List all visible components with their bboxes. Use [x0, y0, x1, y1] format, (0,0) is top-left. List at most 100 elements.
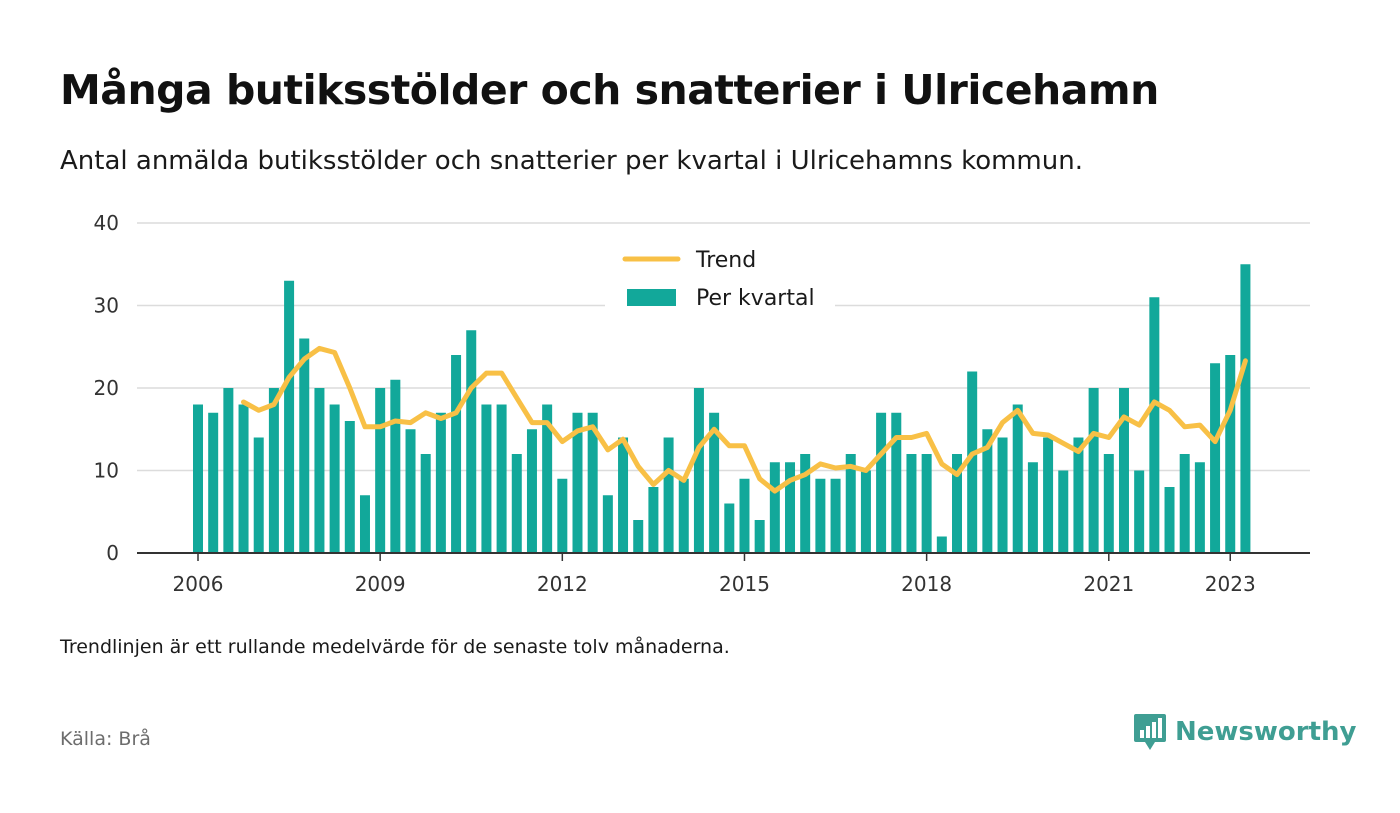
y-tick-label: 30 — [94, 294, 119, 318]
bar — [633, 520, 644, 553]
bar — [1194, 462, 1205, 553]
bar-line-chart: Trend Per kvartal 0 10 20 30 40 2006 2009 2012… — [94, 211, 1310, 596]
bar — [967, 371, 978, 553]
brand-name: Newsworthy — [1175, 717, 1357, 747]
bar — [952, 454, 962, 553]
bar — [815, 478, 826, 553]
bar — [663, 437, 674, 553]
bar — [557, 478, 568, 553]
y-axis-tick-labels: 0 10 20 30 40 — [94, 211, 119, 565]
bar — [223, 388, 234, 553]
legend: Trend Per kvartal — [605, 238, 835, 312]
y-tick-label: 10 — [94, 459, 119, 483]
bar — [420, 454, 431, 553]
trend-note: Trendlinjen är ett rullande medelvärde f… — [60, 636, 730, 658]
bar — [329, 404, 340, 553]
bar — [1118, 388, 1129, 553]
bar — [496, 404, 507, 553]
x-tick-label: 2009 — [355, 572, 406, 596]
x-axis — [137, 552, 1310, 561]
bar — [1210, 363, 1221, 553]
bar — [648, 487, 659, 553]
bar — [1012, 404, 1023, 553]
bar — [906, 454, 917, 553]
bar — [359, 495, 370, 553]
bar — [678, 478, 689, 553]
bar — [876, 412, 887, 553]
bar — [451, 355, 462, 553]
bar — [1058, 470, 1069, 553]
bar — [1164, 487, 1175, 553]
y-tick-label: 40 — [94, 211, 119, 235]
bar — [284, 280, 295, 553]
y-tick-label: 20 — [94, 376, 119, 400]
bar — [344, 421, 355, 553]
bar — [1073, 437, 1084, 553]
x-tick-label: 2012 — [537, 572, 588, 596]
bar — [253, 437, 264, 553]
x-tick-label: 2021 — [1083, 572, 1134, 596]
bar — [375, 388, 386, 553]
bar — [891, 412, 902, 553]
bar — [299, 338, 310, 553]
bar — [1149, 297, 1160, 553]
bar — [1240, 264, 1251, 553]
source-text: Källa: Brå — [60, 728, 151, 750]
bar — [1179, 454, 1190, 553]
bar — [982, 429, 993, 553]
bar — [860, 470, 871, 553]
bar — [845, 454, 856, 553]
bar — [785, 462, 796, 553]
bar — [208, 412, 219, 553]
bar — [1134, 470, 1145, 553]
bar — [602, 495, 613, 553]
bar — [724, 503, 735, 553]
bar — [709, 412, 720, 553]
bar — [1043, 437, 1054, 553]
bar — [435, 412, 446, 553]
bar — [466, 330, 477, 553]
chart-title: Många butiksstölder och snatterier i Ulr… — [60, 66, 1159, 114]
bar — [1027, 462, 1038, 553]
bar — [314, 388, 325, 553]
bar — [542, 404, 553, 553]
chart-subtitle: Antal anmälda butiksstölder och snatteri… — [60, 146, 1083, 176]
trend-line-layer — [241, 345, 1248, 494]
legend-bar-swatch — [627, 289, 676, 306]
x-tick-label: 2018 — [901, 572, 952, 596]
bar — [268, 388, 279, 553]
bars — [193, 264, 1251, 553]
bar — [739, 478, 750, 553]
bar — [193, 404, 203, 553]
bar — [238, 404, 249, 553]
bar — [481, 404, 492, 553]
bar — [1225, 355, 1236, 553]
newsworthy-logo-icon — [1134, 714, 1166, 750]
bar — [921, 454, 932, 553]
y-tick-label: 0 — [106, 541, 119, 565]
bar — [1088, 388, 1099, 553]
legend-bar-label: Per kvartal — [696, 286, 815, 311]
bar — [830, 478, 841, 553]
x-tick-label: 2006 — [173, 572, 224, 596]
x-tick-label: 2015 — [719, 572, 770, 596]
x-axis-tick-labels: 2006 2009 2012 2015 2018 2021 2023 — [173, 572, 1256, 596]
bar — [997, 437, 1008, 553]
bar — [572, 412, 583, 553]
bar — [754, 520, 765, 553]
bar — [693, 388, 704, 553]
bar — [511, 454, 522, 553]
bar — [800, 454, 811, 553]
brand-logo[interactable]: Newsworthy — [1133, 712, 1356, 752]
legend-trend-label: Trend — [695, 248, 756, 273]
bar — [1103, 454, 1114, 553]
bar — [526, 429, 537, 553]
bar — [936, 536, 947, 553]
bar — [390, 379, 401, 553]
bar — [587, 412, 598, 553]
bar — [769, 462, 780, 553]
bar — [618, 437, 629, 553]
trend-line — [241, 345, 1248, 494]
x-tick-label: 2023 — [1205, 572, 1256, 596]
bar — [405, 429, 416, 553]
